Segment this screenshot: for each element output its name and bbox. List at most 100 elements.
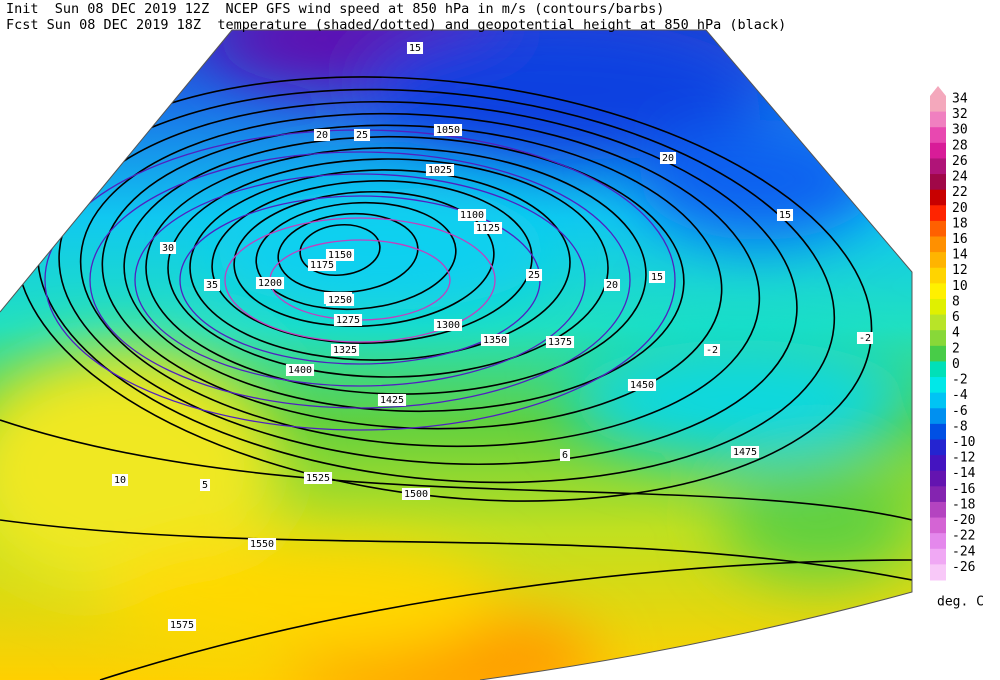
color-swatch [930, 533, 946, 550]
label-box [333, 314, 363, 326]
colorbar-label: 20 [952, 201, 968, 216]
colorbar-label: 22 [952, 185, 968, 200]
contour-label: 1475 [733, 447, 757, 458]
color-swatch [930, 486, 946, 503]
color-swatch [930, 517, 946, 534]
label-box [199, 479, 211, 491]
label-box [401, 488, 431, 500]
colorbar-label: 0 [952, 357, 960, 372]
color-swatch [930, 423, 946, 440]
contour-label: 1050 [436, 125, 460, 136]
contour-label: 30 [162, 243, 174, 254]
label-box [425, 164, 455, 176]
contour-label: 1525 [306, 473, 330, 484]
colorbar-label: 18 [952, 216, 968, 231]
wind-line [224, 217, 496, 343]
contour-label: 20 [606, 280, 618, 291]
contour-line [145, 147, 647, 395]
contour-label: 35 [206, 280, 218, 291]
contour-label: 1500 [404, 489, 428, 500]
map-labels: 1100112511501175120012251250127513001325… [111, 42, 874, 631]
label-box [353, 129, 371, 141]
label-box [307, 259, 337, 271]
colorbar-label: -10 [952, 435, 975, 450]
contour-line [233, 190, 495, 328]
contour-label: 1325 [333, 345, 357, 356]
color-swatch [930, 361, 946, 378]
color-swatch [930, 236, 946, 253]
contour-label: 1350 [483, 335, 507, 346]
map [0, 30, 912, 680]
color-swatch [930, 345, 946, 362]
contour-line [123, 135, 685, 413]
colorbar-label: -12 [952, 451, 975, 466]
contour-label: 1275 [336, 315, 360, 326]
label-box [167, 619, 197, 631]
contour-label: 25 [528, 270, 540, 281]
contour-label: 1125 [476, 223, 500, 234]
contour-label: 5 [202, 480, 208, 491]
colorbar-label: -18 [952, 497, 975, 512]
label-box [159, 242, 177, 254]
contour-label: -2 [859, 333, 871, 344]
wind-line [134, 173, 586, 387]
label-box [325, 249, 355, 261]
label-box [406, 42, 424, 54]
contour-label: 1300 [436, 320, 460, 331]
label-box [377, 394, 407, 406]
contour-label: 10 [114, 475, 126, 486]
colorbar-label: -14 [952, 466, 976, 481]
label-box [203, 279, 221, 291]
color-swatch [930, 142, 946, 159]
colorbar-label: 10 [952, 279, 968, 294]
color-swatch [930, 392, 946, 409]
label-box [730, 446, 760, 458]
contour-label: 1450 [630, 380, 654, 391]
header-line: Init Sun 08 DEC 2019 12Z NCEP GFS wind s… [6, 1, 664, 17]
colorbar-label: 28 [952, 138, 968, 153]
label-box [255, 277, 285, 289]
label-box [313, 129, 331, 141]
label-box [473, 222, 503, 234]
contour-line [299, 223, 381, 277]
header-line: Fcst Sun 08 DEC 2019 18Z temperature (sh… [6, 17, 786, 33]
contour-label: 15 [779, 210, 791, 221]
colorbar-label: 12 [952, 263, 968, 278]
color-swatch [930, 220, 946, 238]
color-swatch [930, 439, 946, 456]
colorbar-label: -22 [952, 529, 975, 544]
label-box [603, 279, 621, 291]
colorbar-label: 8 [952, 294, 960, 309]
label-box [325, 294, 355, 306]
label-box [303, 472, 333, 484]
colorbar-label: 32 [952, 107, 968, 122]
color-swatch [930, 470, 946, 487]
contour-line [255, 201, 457, 311]
colorbar-label: -20 [952, 513, 975, 528]
contour-label: 1575 [170, 620, 194, 631]
colorbar-label: 26 [952, 154, 968, 169]
label-box [627, 379, 657, 391]
contour-label: 1150 [328, 250, 352, 261]
label-box [856, 332, 874, 344]
contour-label: 1100 [460, 210, 484, 221]
contour-label: 1200 [258, 278, 282, 289]
contour-line [0, 419, 912, 521]
color-swatch [930, 501, 946, 519]
label-box [659, 152, 677, 164]
colorbar-arrow [930, 86, 946, 96]
label-box [480, 334, 510, 346]
color-swatch [930, 158, 946, 175]
colorbar-label: -26 [952, 560, 975, 575]
colorbar-label: 30 [952, 123, 968, 138]
colorbar-label: 34 [952, 92, 968, 107]
colorbar-label: 2 [952, 341, 960, 356]
contour-label: 1175 [310, 260, 334, 271]
contour-label: 1250 [328, 295, 352, 306]
contour-line [0, 519, 912, 581]
color-swatch [930, 408, 946, 425]
contour-line [167, 158, 609, 378]
color-swatch [930, 111, 946, 128]
contour-line [58, 100, 798, 466]
